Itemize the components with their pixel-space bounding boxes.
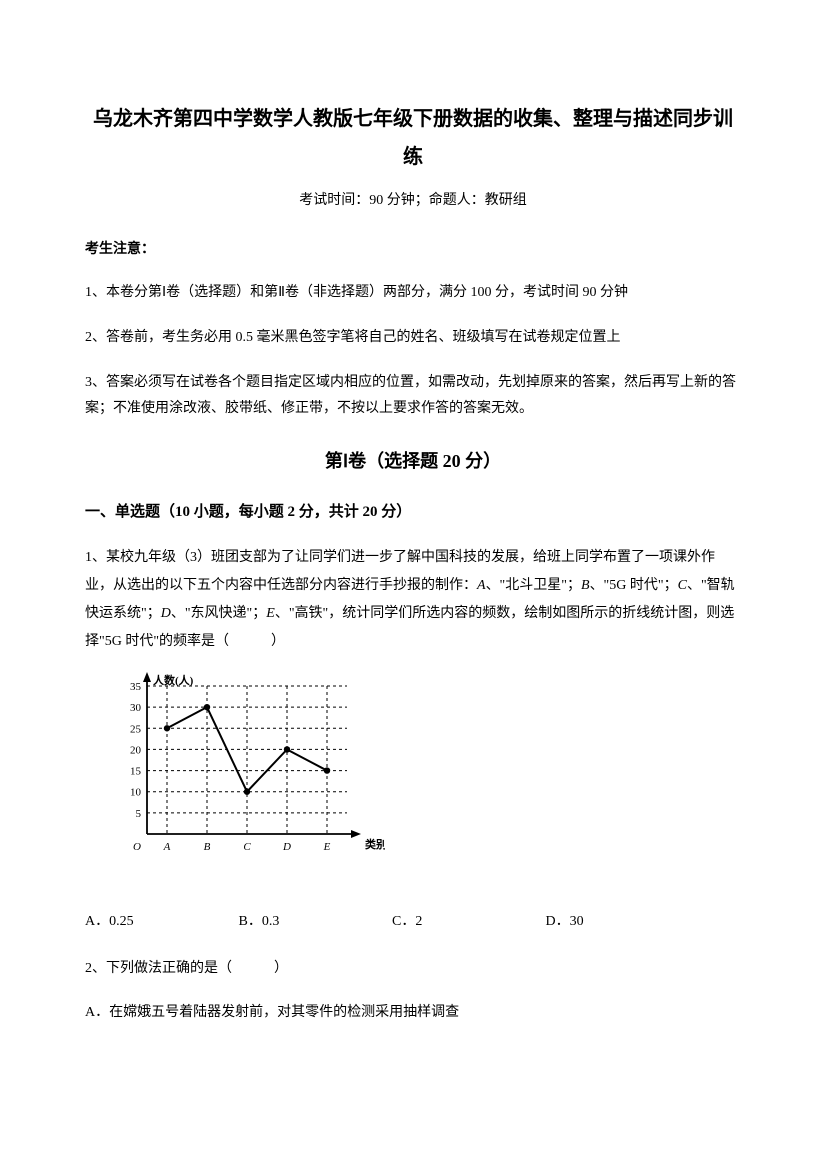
- q1-letter-e: E: [266, 606, 275, 621]
- sub-section-1: 一、单选题（10 小题，每小题 2 分，共计 20 分）: [85, 499, 741, 526]
- question-2: 2、下列做法正确的是（ ）: [85, 955, 741, 983]
- svg-text:O: O: [133, 841, 141, 853]
- q1-letter-b: B: [581, 578, 590, 593]
- notice-2: 2、答卷前，考生务必用 0.5 毫米黑色签字笔将自己的姓名、班级填写在试卷规定位…: [85, 325, 741, 352]
- svg-text:35: 35: [130, 681, 142, 693]
- svg-text:20: 20: [130, 745, 142, 757]
- section-1-title: 第Ⅰ卷（选择题 20 分）: [85, 445, 741, 477]
- svg-text:25: 25: [130, 723, 142, 735]
- q1-letter-d: D: [161, 606, 171, 621]
- notice-3: 3、答案必须写在试卷各个题目指定区域内相应的位置，如需改动，先划掉原来的答案，然…: [85, 370, 741, 423]
- svg-text:5: 5: [136, 808, 142, 820]
- q1-answer-c: C．2: [392, 909, 542, 934]
- q1-letter-c: C: [678, 578, 687, 593]
- q1-answer-a: A．0.25: [85, 909, 235, 934]
- question-1: 1、某校九年级（3）班团支部为了让同学们进一步了解中国科技的发展，给班上同学布置…: [85, 544, 741, 656]
- q2-option-a: A．在嫦娥五号着陆器发射前，对其零件的检测采用抽样调查: [85, 999, 741, 1027]
- exam-title: 乌龙木齐第四中学数学人教版七年级下册数据的收集、整理与描述同步训练: [85, 100, 741, 176]
- q1-label-b: 、"5G 时代"；: [590, 578, 678, 593]
- q1-label-d: 、"东风快递"；: [171, 606, 266, 621]
- q1-answer-b: B．0.3: [239, 909, 389, 934]
- q1-answer-d: D．30: [546, 909, 666, 934]
- svg-text:类别: 类别: [365, 837, 385, 851]
- notice-1: 1、本卷分第Ⅰ卷（选择题）和第Ⅱ卷（非选择题）两部分，满分 100 分，考试时间…: [85, 280, 741, 307]
- svg-text:A: A: [163, 841, 171, 853]
- svg-text:人数(人): 人数(人): [153, 673, 194, 687]
- svg-text:D: D: [282, 841, 291, 853]
- q1-options: A．0.25 B．0.3 C．2 D．30: [85, 909, 741, 934]
- svg-text:15: 15: [130, 766, 142, 778]
- exam-subtitle: 考试时间：90 分钟；命题人：教研组: [85, 188, 741, 213]
- svg-text:10: 10: [130, 787, 142, 799]
- line-chart: 5 10 15 20 25 30 35 A B C D E 人数(人) 类别 O: [105, 672, 741, 891]
- svg-text:B: B: [204, 841, 211, 853]
- svg-text:E: E: [323, 841, 331, 853]
- svg-text:C: C: [243, 841, 251, 853]
- notice-header: 考生注意：: [85, 237, 741, 262]
- q1-letter-a: A: [477, 578, 486, 593]
- q1-label-a: 、"北斗卫星"；: [486, 578, 581, 593]
- svg-text:30: 30: [130, 702, 142, 714]
